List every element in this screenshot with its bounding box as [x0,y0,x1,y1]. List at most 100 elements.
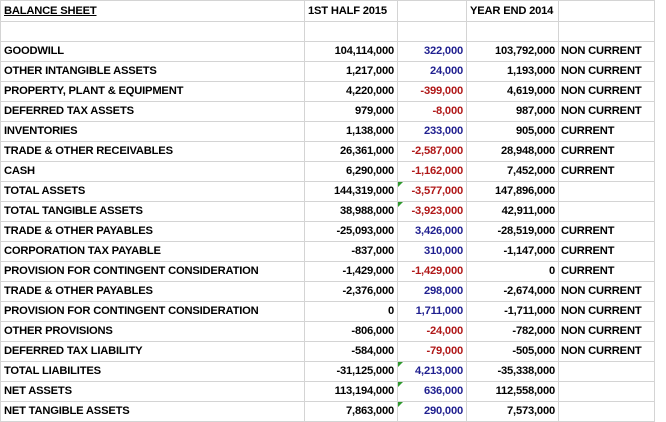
row-label-cell[interactable]: OTHER PROVISIONS [0,321,305,342]
change-value-cell[interactable]: -8,000 [397,101,467,122]
classification-cell[interactable]: NON CURRENT [558,301,655,322]
row-label-cell[interactable]: CORPORATION TAX PAYABLE [0,241,305,262]
year-end-2014-value-cell[interactable]: 42,911,000 [466,201,559,222]
half-2015-value-cell[interactable]: 7,863,000 [304,401,398,422]
half-2015-value-cell[interactable]: 1,138,000 [304,121,398,142]
classification-cell[interactable] [558,361,655,382]
half-2015-value-cell[interactable]: 1,217,000 [304,61,398,82]
change-value-cell[interactable]: 298,000 [397,281,467,302]
change-value-cell[interactable]: 322,000 [397,41,467,62]
year-end-2014-value-cell[interactable]: -28,519,000 [466,221,559,242]
blank-cell[interactable] [466,21,559,42]
change-value-cell[interactable]: -1,429,000 [397,261,467,282]
change-value-cell[interactable]: 3,426,000 [397,221,467,242]
classification-cell[interactable]: CURRENT [558,221,655,242]
change-value-cell[interactable]: 4,213,000 [397,361,467,382]
year-end-2014-value-cell[interactable]: -1,147,000 [466,241,559,262]
half-2015-value-cell[interactable]: 979,000 [304,101,398,122]
column-header-1st-half-2015[interactable]: 1ST HALF 2015 [304,0,398,22]
column-header-classification[interactable] [558,0,655,22]
classification-cell[interactable]: CURRENT [558,141,655,162]
half-2015-value-cell[interactable]: -806,000 [304,321,398,342]
classification-cell[interactable]: NON CURRENT [558,81,655,102]
year-end-2014-value-cell[interactable]: 7,452,000 [466,161,559,182]
change-value-cell[interactable]: -24,000 [397,321,467,342]
half-2015-value-cell[interactable]: -837,000 [304,241,398,262]
classification-cell[interactable] [558,181,655,202]
classification-cell[interactable]: NON CURRENT [558,61,655,82]
year-end-2014-value-cell[interactable]: 1,193,000 [466,61,559,82]
half-2015-value-cell[interactable]: -2,376,000 [304,281,398,302]
row-label-cell[interactable]: TOTAL TANGIBLE ASSETS [0,201,305,222]
half-2015-value-cell[interactable]: 0 [304,301,398,322]
row-label-cell[interactable]: NET ASSETS [0,381,305,402]
row-label-cell[interactable]: GOODWILL [0,41,305,62]
year-end-2014-value-cell[interactable]: 4,619,000 [466,81,559,102]
year-end-2014-value-cell[interactable]: 987,000 [466,101,559,122]
change-value-cell[interactable]: -2,587,000 [397,141,467,162]
half-2015-value-cell[interactable]: -1,429,000 [304,261,398,282]
row-label-cell[interactable]: OTHER INTANGIBLE ASSETS [0,61,305,82]
year-end-2014-value-cell[interactable]: 28,948,000 [466,141,559,162]
classification-cell[interactable] [558,381,655,402]
classification-cell[interactable]: NON CURRENT [558,281,655,302]
classification-cell[interactable]: CURRENT [558,241,655,262]
year-end-2014-value-cell[interactable]: 905,000 [466,121,559,142]
row-label-cell[interactable]: PROVISION FOR CONTINGENT CONSIDERATION [0,261,305,282]
column-header-change[interactable] [397,0,467,22]
row-label-cell[interactable]: INVENTORIES [0,121,305,142]
half-2015-value-cell[interactable]: 144,319,000 [304,181,398,202]
year-end-2014-value-cell[interactable]: 7,573,000 [466,401,559,422]
half-2015-value-cell[interactable]: 26,361,000 [304,141,398,162]
half-2015-value-cell[interactable]: -584,000 [304,341,398,362]
row-label-cell[interactable]: TRADE & OTHER RECEIVABLES [0,141,305,162]
row-label-cell[interactable]: TRADE & OTHER PAYABLES [0,281,305,302]
year-end-2014-value-cell[interactable]: 147,896,000 [466,181,559,202]
row-label-cell[interactable]: NET TANGIBLE ASSETS [0,401,305,422]
classification-cell[interactable] [558,201,655,222]
row-label-cell[interactable]: PROVISION FOR CONTINGENT CONSIDERATION [0,301,305,322]
blank-cell[interactable] [304,21,398,42]
half-2015-value-cell[interactable]: 113,194,000 [304,381,398,402]
row-label-cell[interactable]: DEFERRED TAX LIABILITY [0,341,305,362]
row-label-cell[interactable]: TOTAL ASSETS [0,181,305,202]
change-value-cell[interactable]: -399,000 [397,81,467,102]
change-value-cell[interactable]: 290,000 [397,401,467,422]
classification-cell[interactable]: NON CURRENT [558,321,655,342]
row-label-cell[interactable]: TRADE & OTHER PAYABLES [0,221,305,242]
half-2015-value-cell[interactable]: -31,125,000 [304,361,398,382]
change-value-cell[interactable]: 310,000 [397,241,467,262]
blank-cell[interactable] [558,21,655,42]
half-2015-value-cell[interactable]: 104,114,000 [304,41,398,62]
change-value-cell[interactable]: 636,000 [397,381,467,402]
classification-cell[interactable]: CURRENT [558,161,655,182]
classification-cell[interactable]: CURRENT [558,261,655,282]
change-value-cell[interactable]: -3,923,000 [397,201,467,222]
year-end-2014-value-cell[interactable]: -1,711,000 [466,301,559,322]
classification-cell[interactable]: NON CURRENT [558,341,655,362]
half-2015-value-cell[interactable]: 6,290,000 [304,161,398,182]
year-end-2014-value-cell[interactable]: 112,558,000 [466,381,559,402]
change-value-cell[interactable]: 1,711,000 [397,301,467,322]
row-label-cell[interactable]: TOTAL LIABILITES [0,361,305,382]
row-label-cell[interactable]: CASH [0,161,305,182]
classification-cell[interactable] [558,401,655,422]
change-value-cell[interactable]: 24,000 [397,61,467,82]
change-value-cell[interactable]: 233,000 [397,121,467,142]
year-end-2014-value-cell[interactable]: 0 [466,261,559,282]
balance-sheet-title[interactable]: BALANCE SHEET [0,0,305,22]
change-value-cell[interactable]: -3,577,000 [397,181,467,202]
classification-cell[interactable]: NON CURRENT [558,101,655,122]
classification-cell[interactable]: NON CURRENT [558,41,655,62]
row-label-cell[interactable]: PROPERTY, PLANT & EQUIPMENT [0,81,305,102]
classification-cell[interactable]: CURRENT [558,121,655,142]
half-2015-value-cell[interactable]: -25,093,000 [304,221,398,242]
blank-cell[interactable] [397,21,467,42]
row-label-cell[interactable]: DEFERRED TAX ASSETS [0,101,305,122]
half-2015-value-cell[interactable]: 38,988,000 [304,201,398,222]
half-2015-value-cell[interactable]: 4,220,000 [304,81,398,102]
blank-cell[interactable] [0,21,305,42]
change-value-cell[interactable]: -1,162,000 [397,161,467,182]
column-header-year-end-2014[interactable]: YEAR END 2014 [466,0,559,22]
change-value-cell[interactable]: -79,000 [397,341,467,362]
